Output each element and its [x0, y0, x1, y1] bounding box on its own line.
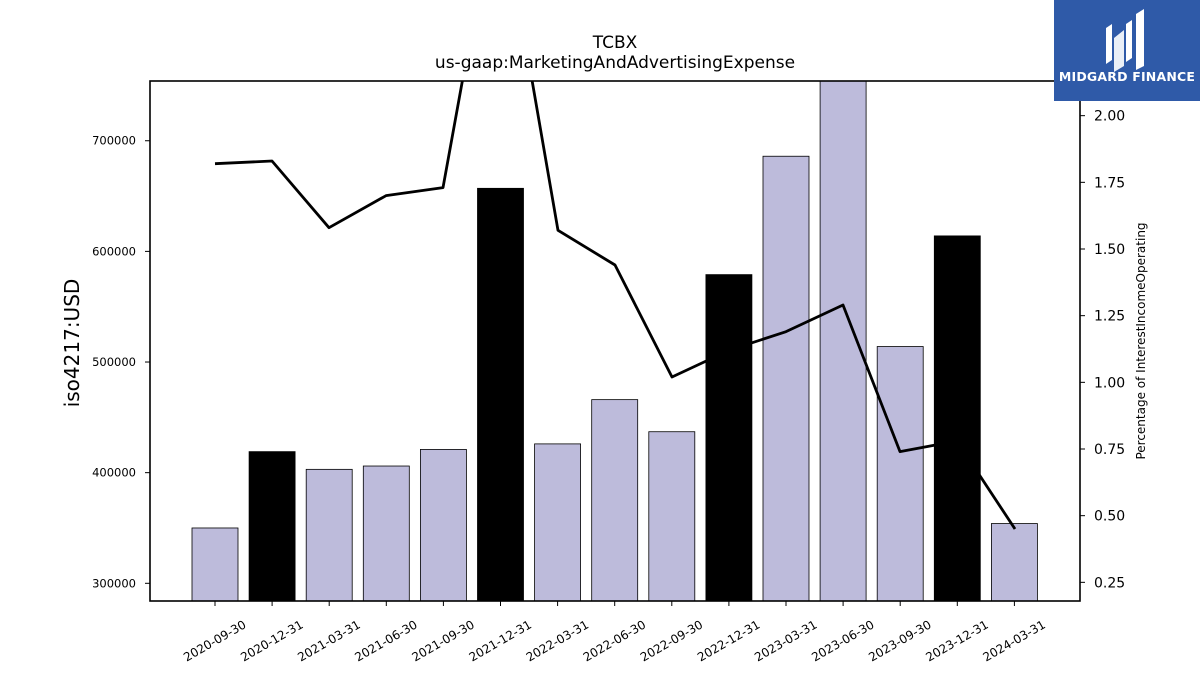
chart-subtitle: us-gaap:MarketingAndAdvertisingExpense: [434, 53, 796, 73]
y-right-tick-label: 0.50: [1094, 509, 1125, 525]
x-tick-label: 2023-03-31: [752, 617, 819, 664]
y-right-tick-label: 1.75: [1094, 175, 1125, 191]
y-right-tick-label: 2.00: [1094, 109, 1125, 125]
bar: [477, 187, 524, 601]
series-line: [214, 81, 1017, 530]
x-tick-label: 2023-12-31: [923, 617, 990, 664]
bar: [362, 465, 410, 601]
x-tick-label: 2022-06-30: [581, 617, 648, 664]
x-tick-label: 2023-06-30: [809, 617, 876, 664]
logo-text: MIDGARD FINANCE: [1058, 69, 1196, 84]
y-left-tick-label: 700000: [92, 134, 136, 148]
logo-mark-icon: [1106, 9, 1144, 72]
y-right-tick-label: 1.25: [1094, 309, 1125, 325]
bar: [876, 346, 924, 601]
y-left-tick-label: 500000: [92, 355, 136, 369]
y-right-axis-label: Percentage of InterestIncomeOperating: [1134, 222, 1148, 459]
y-left-tick-label: 400000: [92, 466, 136, 480]
x-tick-label: 2024-03-31: [980, 617, 1047, 664]
y-right-tick-label: 0.75: [1094, 442, 1125, 458]
bar: [534, 443, 581, 601]
bar: [419, 449, 467, 601]
bar: [762, 155, 810, 601]
bar: [705, 274, 753, 601]
bar: [191, 527, 239, 601]
x-tick-label: 2022-09-30: [638, 617, 705, 664]
line-group: [214, 81, 1017, 530]
bar: [305, 468, 353, 601]
x-tick-label: 2022-03-31: [524, 617, 591, 664]
y-right-tick-label: 0.25: [1094, 575, 1125, 591]
midgard-finance-logo: MIDGARD FINANCE: [1054, 0, 1200, 101]
x-tick-label: 2023-09-30: [866, 617, 933, 664]
bar: [248, 451, 296, 601]
chart-title: TCBX: [592, 33, 638, 53]
bar: [933, 235, 981, 601]
y-left-tick-label: 600000: [92, 244, 136, 258]
bars-group: [191, 81, 1038, 601]
x-tick-label: 2021-09-30: [409, 617, 476, 664]
x-tick-label: 2020-12-31: [238, 617, 305, 664]
bar: [648, 431, 696, 601]
bar: [819, 81, 867, 601]
y-right-tick-label: 1.00: [1094, 375, 1125, 391]
bar: [591, 399, 639, 601]
bar: [991, 523, 1038, 601]
x-tick-label: 2020-09-30: [181, 617, 248, 664]
y-left-axis-label: iso4217:USD: [60, 279, 84, 408]
x-tick-label: 2021-06-30: [352, 617, 419, 664]
x-tick-label: 2021-03-31: [295, 617, 362, 664]
y-right-tick-label: 1.50: [1094, 242, 1125, 258]
x-tick-label: 2022-12-31: [695, 617, 762, 664]
y-left-tick-label: 300000: [92, 576, 136, 590]
x-tick-label: 2021-12-31: [467, 617, 534, 664]
